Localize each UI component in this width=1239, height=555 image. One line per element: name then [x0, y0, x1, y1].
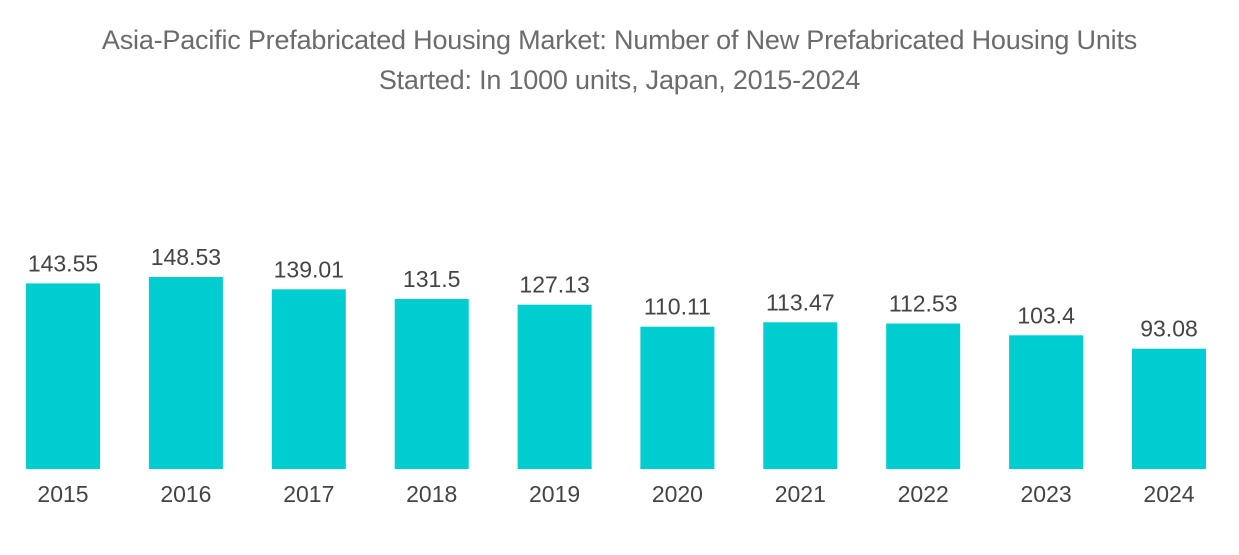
value-label-2020: 110.11 [644, 294, 711, 320]
bar-2024 [1132, 348, 1206, 469]
x-tick-label-2017: 2017 [283, 481, 334, 507]
value-label-2016: 148.53 [151, 244, 221, 270]
bar-2015 [26, 283, 100, 469]
value-label-2019: 127.13 [519, 272, 589, 298]
x-axis-tick-labels: 2015 2016 2017 2018 2019 2020 2021 2022 2023 2024 [37, 481, 1194, 507]
value-label-2023: 103.4 [1017, 302, 1075, 328]
x-tick-label-2016: 2016 [160, 481, 211, 507]
bar-2016 [148, 277, 223, 469]
x-tick-label-2021: 2021 [775, 481, 826, 507]
x-tick-label-2024: 2024 [1143, 481, 1194, 507]
bar-2021 [763, 322, 838, 469]
x-tick-label-2022: 2022 [898, 481, 949, 507]
value-labels-group: 143.55 148.53 139.01 131.5 127.13 110.11 113.4… [28, 244, 1198, 342]
x-tick-label-2019: 2019 [529, 481, 580, 507]
x-tick-label-2018: 2018 [406, 481, 457, 507]
bar-2017 [271, 289, 346, 469]
chart-title: Asia-Pacific Prefabricated Housing Marke… [0, 20, 1239, 100]
x-tick-label-2023: 2023 [1021, 481, 1072, 507]
chart-title-line-2: Started: In 1000 units, Japan, 2015-2024 [378, 65, 861, 95]
bar-2023 [1009, 335, 1084, 469]
bar-2022 [886, 323, 961, 469]
bars-group [26, 277, 1206, 469]
chart-title-line-1: Asia-Pacific Prefabricated Housing Marke… [101, 25, 1138, 55]
value-label-2022: 112.53 [889, 291, 958, 317]
value-label-2018: 131.5 [403, 266, 461, 292]
x-tick-label-2020: 2020 [652, 481, 703, 507]
bar-2020 [640, 326, 715, 469]
value-label-2021: 113.47 [766, 289, 835, 315]
value-label-2024: 93.08 [1140, 316, 1198, 342]
value-label-2017: 139.01 [274, 256, 344, 282]
bar-2018 [394, 299, 469, 469]
x-tick-label-2015: 2015 [37, 481, 88, 507]
value-label-2015: 143.55 [28, 250, 98, 276]
bar-2019 [517, 304, 592, 469]
